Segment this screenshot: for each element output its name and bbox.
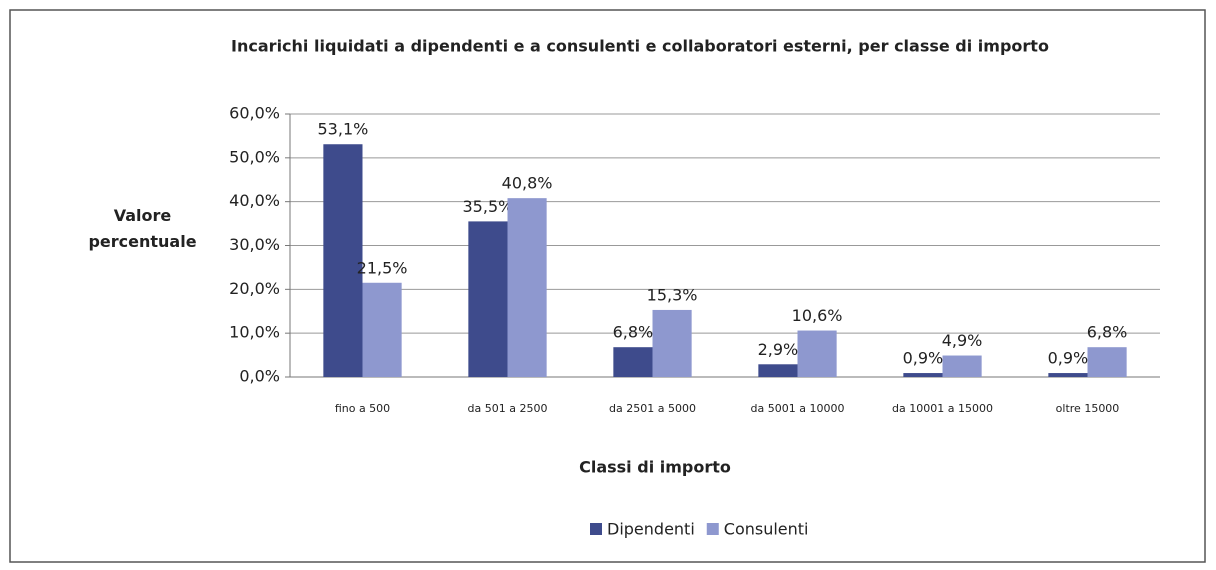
legend-label: Dipendenti (607, 520, 695, 539)
x-tick-label: da 5001 a 10000 (751, 402, 845, 415)
y-tick-label: 20,0% (229, 279, 280, 298)
legend-label: Consulenti (724, 520, 809, 539)
chart-frame (9, 9, 1206, 563)
bar (468, 221, 508, 377)
bar (758, 364, 798, 377)
x-tick-label: da 2501 a 5000 (609, 402, 696, 415)
x-tick-label: da 10001 a 15000 (892, 402, 993, 415)
value-label: 21,5% (357, 258, 408, 277)
value-label: 0,9% (903, 349, 944, 368)
bar (362, 282, 402, 377)
y-tick-label: 0,0% (239, 367, 280, 386)
x-axis-label: Classi di importo (579, 458, 731, 477)
value-label: 10,6% (792, 306, 843, 325)
value-label: 35,5% (463, 197, 514, 216)
y-tick-label: 50,0% (229, 147, 280, 166)
value-label: 53,1% (318, 120, 369, 139)
bar (942, 355, 982, 377)
y-tick-label: 40,0% (229, 191, 280, 210)
bar (652, 309, 692, 377)
x-tick-label: fino a 500 (335, 402, 390, 415)
value-label: 6,8% (613, 323, 654, 342)
x-tick-label: oltre 15000 (1056, 402, 1120, 415)
bar (1087, 347, 1127, 377)
value-label: 0,9% (1048, 349, 1089, 368)
value-label: 2,9% (758, 340, 799, 359)
legend-swatch (590, 523, 602, 535)
bar (1048, 373, 1088, 377)
value-label: 15,3% (647, 285, 698, 304)
bar (323, 144, 363, 377)
y-axis-label: Valore percentuale (88, 206, 197, 251)
value-label: 6,8% (1087, 323, 1128, 342)
bar (903, 373, 943, 377)
y-tick-label: 30,0% (229, 235, 280, 254)
legend-swatch (706, 523, 719, 535)
value-label: 40,8% (502, 174, 553, 193)
value-label: 4,9% (942, 331, 983, 350)
y-tick-label: 10,0% (229, 323, 280, 342)
y-tick-label: 60,0% (229, 104, 280, 123)
chart-title: Incarichi liquidati a dipendenti e a con… (231, 37, 1049, 56)
bar (507, 198, 547, 377)
bar (797, 330, 837, 377)
x-tick-label: da 501 a 2500 (468, 402, 548, 415)
bar (613, 347, 653, 377)
